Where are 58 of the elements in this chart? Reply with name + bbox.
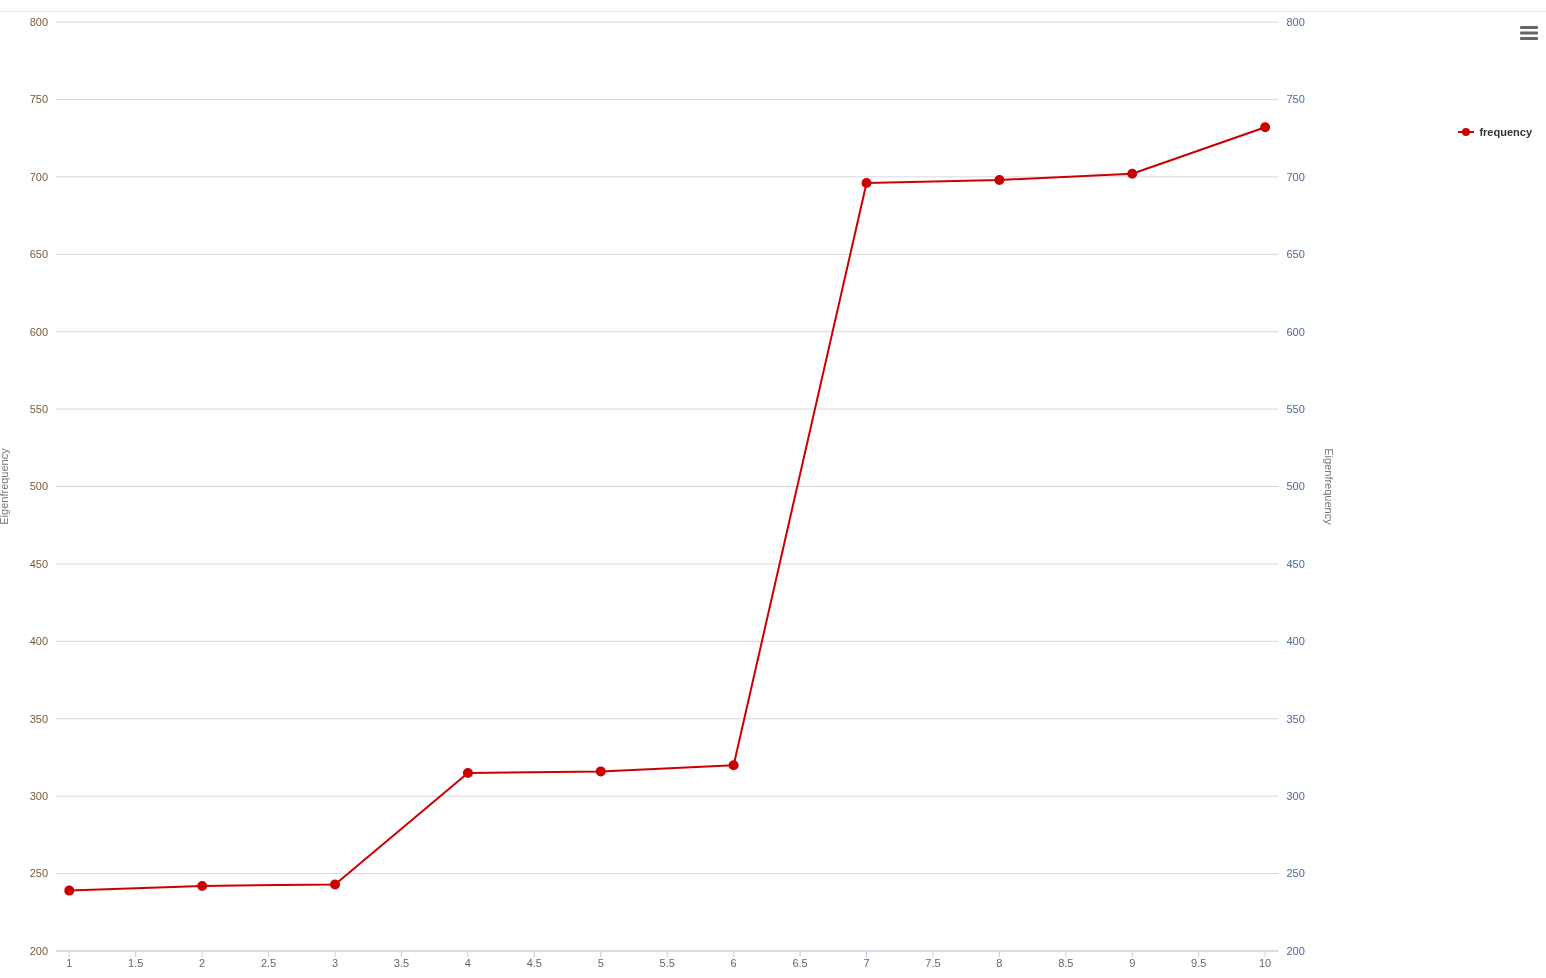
y2-tick-label: 350 <box>1286 712 1305 725</box>
y-tick-label: 650 <box>29 248 48 261</box>
y2-tick-label: 800 <box>1286 15 1305 28</box>
x-tick-label: 8 <box>996 956 1003 969</box>
x-tick-label: 10 <box>1259 956 1272 969</box>
y-tick-label: 250 <box>29 867 48 880</box>
x-tick-label: 4.5 <box>526 956 542 969</box>
point <box>861 178 872 189</box>
x-tick-label: 7.5 <box>925 956 941 969</box>
y-tick-label: 500 <box>29 480 48 493</box>
point <box>64 885 75 896</box>
y2-tick-label: 200 <box>1286 944 1305 957</box>
point <box>197 880 208 891</box>
point <box>595 766 606 777</box>
x-tick-label: 5.5 <box>659 956 675 969</box>
y2-tick-label: 300 <box>1286 790 1305 803</box>
y-tick-label: 350 <box>29 712 48 725</box>
y-tick-label: 400 <box>29 635 48 648</box>
y-tick-label: 700 <box>29 170 48 183</box>
y-tick-label: 800 <box>29 15 48 28</box>
y-tick-label: 200 <box>29 944 48 957</box>
point <box>1127 168 1138 179</box>
point <box>462 767 473 778</box>
x-tick-label: 7 <box>863 956 870 969</box>
y2-tick-label: 650 <box>1286 248 1305 261</box>
x-tick-label: 6.5 <box>792 956 808 969</box>
legend-label: frequency <box>1479 126 1532 138</box>
y2-tick-label: 700 <box>1286 170 1305 183</box>
y2-tick-label: 250 <box>1286 867 1305 880</box>
y-tick-label: 550 <box>29 402 48 415</box>
x-tick-label: 4 <box>464 956 471 969</box>
x-tick-label: 2 <box>199 956 206 969</box>
y-axis-title: Eigenfrequency <box>0 447 10 525</box>
x-tick-label: 1.5 <box>128 956 144 969</box>
y2-tick-label: 400 <box>1286 635 1305 648</box>
y-tick-label: 750 <box>29 93 48 106</box>
y2-tick-label: 500 <box>1286 480 1305 493</box>
y2-axis-title: Eigenfrequency <box>1322 448 1335 526</box>
y-tick-label: 300 <box>29 790 48 803</box>
x-tick-label: 9.5 <box>1191 956 1207 969</box>
y2-tick-label: 550 <box>1286 402 1305 415</box>
x-tick-label: 1 <box>66 956 73 969</box>
y2-tick-label: 600 <box>1286 325 1305 338</box>
x-tick-label: 5 <box>597 956 604 969</box>
point <box>1260 122 1271 133</box>
x-tick-label: 9 <box>1129 956 1136 969</box>
x-tick-label: 6 <box>730 956 737 969</box>
y2-tick-label: 750 <box>1286 93 1305 106</box>
point <box>994 174 1005 185</box>
x-tick-label: 2.5 <box>260 956 277 969</box>
point <box>330 879 341 890</box>
x-tick-label: 3 <box>331 956 339 969</box>
y-tick-label: 450 <box>29 557 48 570</box>
x-tick-label: 3.5 <box>393 956 410 969</box>
y2-tick-label: 450 <box>1286 557 1305 570</box>
x-tick-label: 8.5 <box>1058 956 1074 969</box>
y-tick-label: 600 <box>29 325 48 338</box>
point <box>728 760 739 771</box>
